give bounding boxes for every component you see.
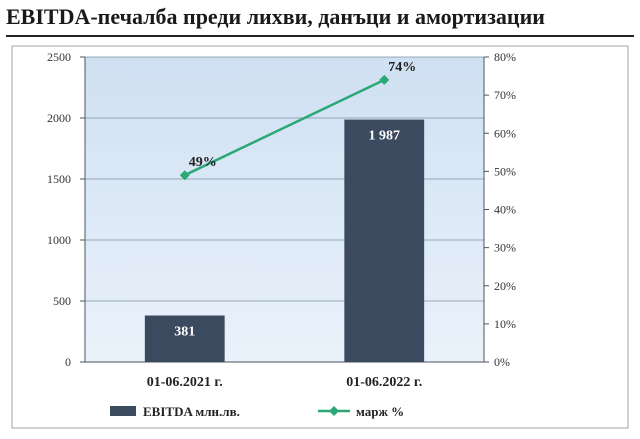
y-right-tick-label: 70% bbox=[494, 88, 516, 102]
y-right-tick-label: 80% bbox=[494, 50, 516, 64]
line-data-label: 49% bbox=[189, 155, 217, 170]
y-right-tick-label: 50% bbox=[494, 164, 516, 178]
y-right-tick-label: 30% bbox=[494, 241, 516, 255]
bar-data-label: 381 bbox=[174, 325, 195, 340]
y-right-tick-label: 0% bbox=[494, 355, 510, 369]
x-tick-label: 01-06.2021 г. bbox=[147, 375, 223, 390]
title-underline bbox=[6, 35, 634, 37]
legend-marker bbox=[329, 406, 339, 416]
y-right-tick-label: 40% bbox=[494, 203, 516, 217]
bar-data-label: 1 987 bbox=[369, 129, 401, 144]
y-left-tick-label: 1000 bbox=[47, 233, 71, 247]
line-data-label: 74% bbox=[388, 60, 416, 75]
legend-swatch-bar bbox=[110, 406, 136, 416]
series-line bbox=[184, 78, 385, 177]
y-left-tick-label: 2000 bbox=[47, 111, 71, 125]
y-right-tick-label: 10% bbox=[494, 317, 516, 331]
legend-label-line: марж % bbox=[356, 404, 404, 419]
y-left-tick-label: 1500 bbox=[47, 172, 71, 186]
page-title: EBITDA-печалба преди лихви, данъци и амо… bbox=[6, 4, 545, 29]
y-left-tick-label: 500 bbox=[53, 294, 71, 308]
legend-label-bar: EBITDA млн.лв. bbox=[143, 404, 240, 419]
y-left-tick-label: 2500 bbox=[47, 50, 71, 64]
y-left-tick-label: 0 bbox=[65, 355, 71, 369]
y-right-tick-label: 20% bbox=[494, 279, 516, 293]
y-right-tick-label: 60% bbox=[494, 126, 516, 140]
bar bbox=[144, 315, 225, 362]
bar bbox=[344, 119, 425, 362]
x-tick-label: 01-06.2022 г. bbox=[346, 375, 422, 390]
line-point bbox=[379, 74, 390, 85]
line-point bbox=[179, 170, 190, 181]
